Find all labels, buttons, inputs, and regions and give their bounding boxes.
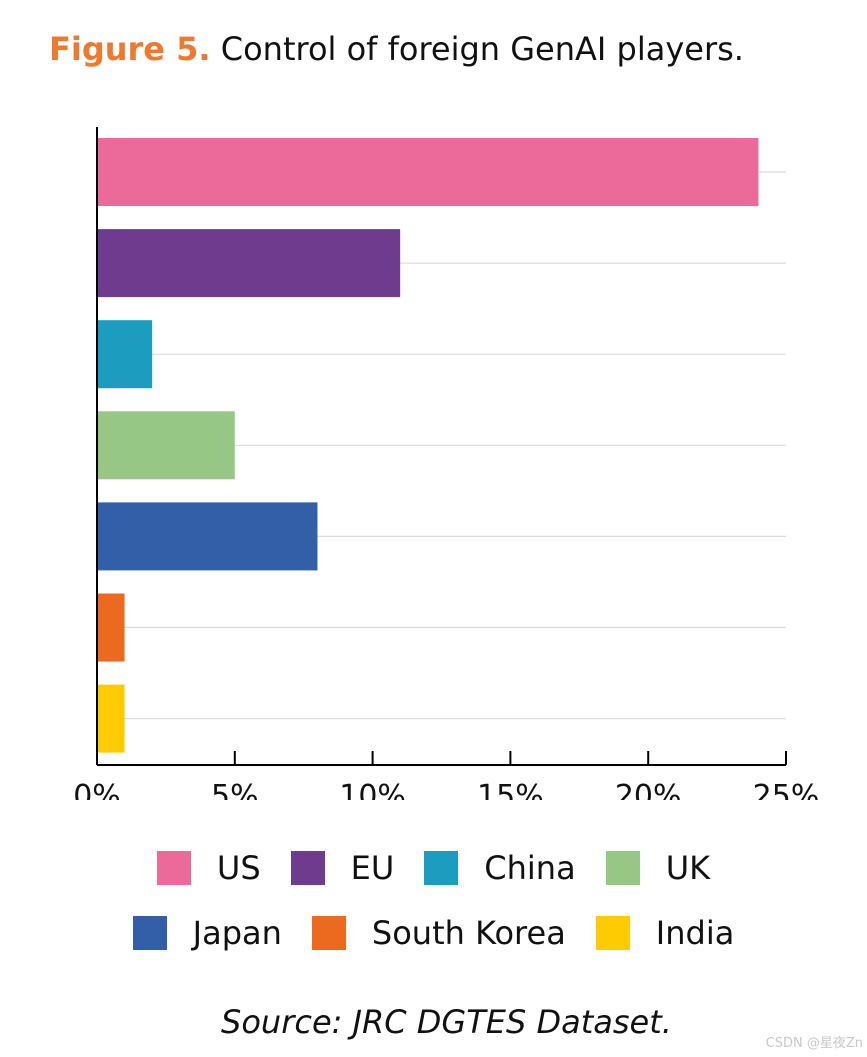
figure-number: Figure 5. <box>49 30 211 68</box>
bar-china <box>97 320 153 389</box>
x-tick-label: 25% <box>753 779 820 800</box>
x-tick-label: 0% <box>73 779 121 800</box>
legend-swatch <box>595 916 630 950</box>
figure-caption: Control of foreign GenAI players. <box>220 30 744 68</box>
bar-japan <box>97 502 318 571</box>
legend-item: US <box>156 849 261 887</box>
legend-item: South Korea <box>311 914 566 952</box>
legend-item: UK <box>605 849 711 887</box>
x-tick-label: 10% <box>339 779 406 800</box>
legend-swatch <box>424 851 459 885</box>
chart-title: Figure 5. Control of foreign GenAI playe… <box>49 30 744 68</box>
bar-eu <box>97 229 401 298</box>
legend-label: EU <box>350 849 395 887</box>
legend-label: UK <box>665 849 711 887</box>
bar-india <box>97 684 125 753</box>
x-tick-label: 5% <box>211 779 259 800</box>
source-note: Source: JRC DGTES Dataset. <box>221 1003 672 1041</box>
legend-item: India <box>595 914 735 952</box>
legend-swatch <box>132 916 167 950</box>
legend-item: Japan <box>132 914 282 952</box>
bar-south-korea <box>97 593 125 662</box>
bar-uk <box>97 411 235 480</box>
legend-swatch <box>290 851 325 885</box>
legend-label: South Korea <box>371 914 566 952</box>
legend-item: China <box>424 849 576 887</box>
legend-row: Japan South Korea India <box>0 914 867 952</box>
legend-label: China <box>484 849 576 887</box>
watermark: CSDN @星夜Zn <box>765 1036 863 1051</box>
x-tick-label: 20% <box>615 779 682 800</box>
bar-chart: 0% 5% 10% 15% 20% 25% <box>73 127 820 800</box>
legend-label: US <box>216 849 261 887</box>
x-tick-label: 15% <box>477 779 544 800</box>
legend-item: EU <box>290 849 395 887</box>
legend-row: US EU China UK <box>0 849 867 887</box>
legend-swatch <box>605 851 640 885</box>
legend-label: India <box>655 914 735 952</box>
legend-swatch <box>311 916 346 950</box>
legend-label: Japan <box>192 914 282 952</box>
legend-swatch <box>156 851 191 885</box>
bar-us <box>97 138 759 206</box>
